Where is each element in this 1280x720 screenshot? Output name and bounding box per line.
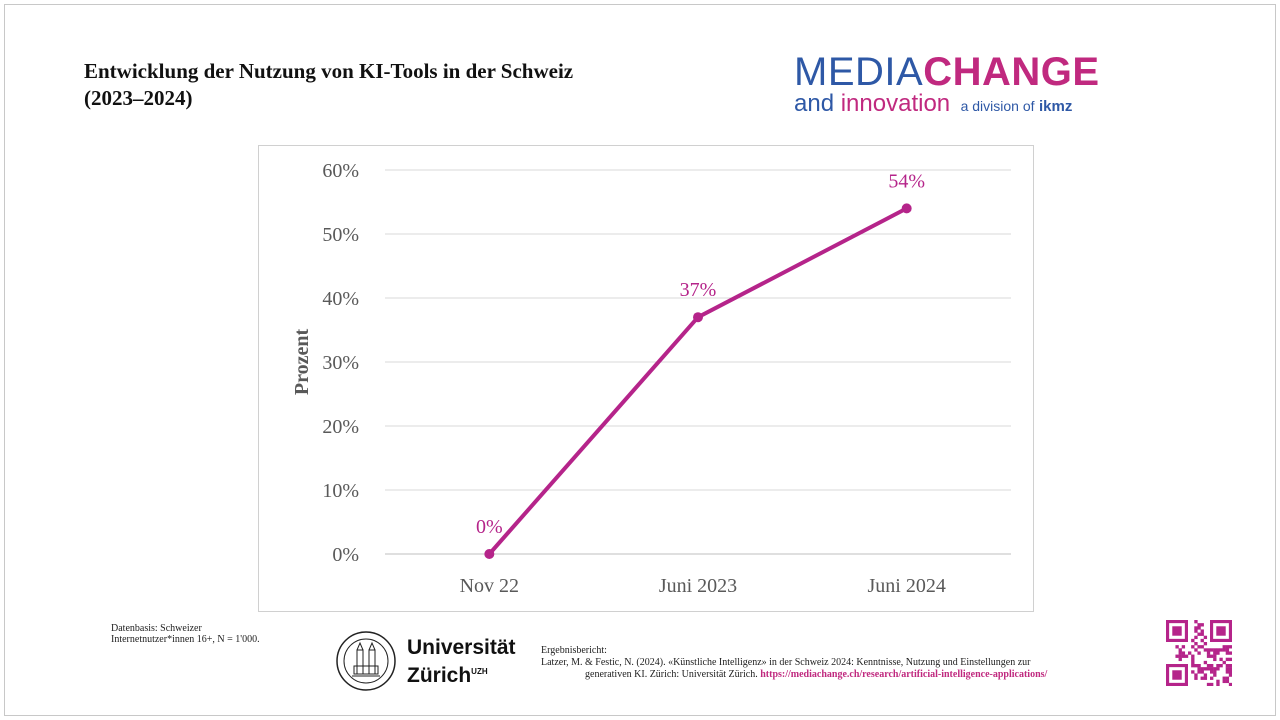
slide-title: Entwicklung der Nutzung von KI-Tools in … — [84, 58, 724, 112]
y-tick-label: 60% — [322, 160, 359, 182]
logo-division-text: a division of — [960, 98, 1035, 114]
y-tick-label: 50% — [322, 224, 359, 246]
y-tick-label: 10% — [322, 480, 359, 502]
series-line — [487, 206, 909, 556]
slide-frame — [4, 4, 1276, 716]
data-basis-line-1: Datenbasis: Schweizer — [111, 623, 202, 634]
data-point — [693, 312, 703, 323]
data-label: 54% — [888, 170, 925, 192]
report-citation-line-1: Latzer, M. & Festic, N. (2024). «Künstli… — [541, 657, 1031, 668]
report-citation: Ergebnisbericht: Latzer, M. & Festic, N.… — [541, 645, 1147, 681]
y-axis-label: Prozent — [291, 329, 313, 396]
y-tick-label: 20% — [322, 416, 359, 438]
logo-media-text: MEDIA — [794, 50, 924, 94]
x-tick-label: Juni 2024 — [867, 575, 945, 597]
uzh-name-line-1: Universität — [407, 636, 516, 659]
report-link[interactable]: https://mediachange.ch/research/artifici… — [760, 669, 1048, 680]
data-point — [901, 203, 912, 214]
qr-code-icon[interactable] — [1166, 620, 1232, 686]
y-tick-label: 40% — [322, 288, 359, 310]
y-tick-label: 0% — [332, 544, 359, 566]
y-tick-label: 30% — [322, 352, 359, 374]
logo-ikmz-text: ikmz — [1038, 98, 1073, 115]
x-tick-label: Nov 22 — [460, 575, 519, 597]
uzh-superscript: UZH — [471, 667, 488, 676]
data-basis-line-2: Internetnutzer*innen 16+, N = 1'000. — [111, 634, 260, 645]
data-point — [484, 549, 495, 559]
logo-innovation-text: innovation — [840, 90, 951, 117]
mediachange-logo: MEDIACHANGE and innovation a division of… — [794, 52, 1100, 118]
title-line-1: Entwicklung der Nutzung von KI-Tools in … — [84, 59, 574, 83]
data-label: 0% — [476, 516, 503, 538]
report-citation-line-2: generativen KI. Zürich: Universität Züri… — [585, 669, 758, 680]
data-label: 37% — [680, 279, 717, 301]
data-basis-note: Datenbasis: Schweizer Internetnutzer*inn… — [111, 623, 260, 645]
line-chart: 0% 10% 20% 30% 40% 50% 60% Prozent Nov 22 Juni 20… — [291, 160, 1011, 597]
logo-change-text: CHANGE — [923, 50, 1100, 94]
uzh-name-line-2: Zürich — [407, 664, 472, 687]
logo-and-text: and — [794, 90, 841, 117]
report-label: Ergebnisbericht: — [541, 645, 607, 656]
uzh-seal-icon — [336, 631, 396, 691]
title-line-2: (2023–2024) — [84, 86, 193, 110]
chart-area: 0% 10% 20% 30% 40% 50% 60% Prozent Nov 22 Juni 20… — [258, 145, 1034, 612]
x-tick-label: Juni 2023 — [659, 575, 737, 597]
